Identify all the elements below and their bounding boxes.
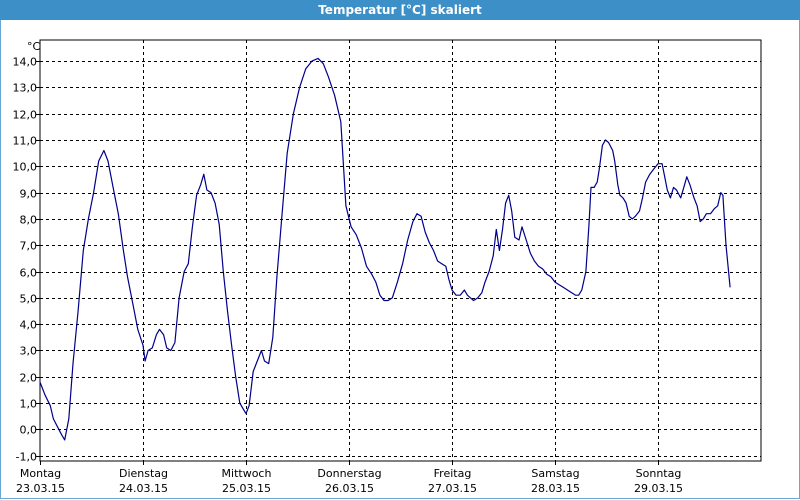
x-day-label: Montag bbox=[20, 467, 61, 480]
y-tick-label: 11,0 bbox=[13, 135, 38, 148]
window-title: Temperatur [°C] skaliert bbox=[0, 0, 800, 20]
y-axis-unit: °C bbox=[27, 40, 41, 53]
y-tick-label: 4,0 bbox=[20, 319, 38, 332]
x-day-label: Mittwoch bbox=[222, 467, 272, 480]
y-tick-label: 8,0 bbox=[20, 214, 38, 227]
y-tick-label: 6,0 bbox=[20, 267, 38, 280]
y-tick-label: 0,0 bbox=[20, 424, 38, 437]
y-tick-label: 1,0 bbox=[20, 398, 38, 411]
x-date-label: 29.03.15 bbox=[634, 482, 683, 495]
x-date-label: 28.03.15 bbox=[531, 482, 580, 495]
x-day-label: Dienstag bbox=[119, 467, 168, 480]
x-day-label: Freitag bbox=[434, 467, 472, 480]
x-day-label: Donnerstag bbox=[317, 467, 381, 480]
x-date-label: 27.03.15 bbox=[428, 482, 477, 495]
y-tick-label: 14,0 bbox=[13, 56, 38, 69]
x-date-label: 26.03.15 bbox=[325, 482, 374, 495]
y-tick-label: 7,0 bbox=[20, 240, 38, 253]
x-date-label: 23.03.15 bbox=[16, 482, 65, 495]
y-tick-label: 2,0 bbox=[20, 372, 38, 385]
x-day-label: Samstag bbox=[531, 467, 579, 480]
plot-frame bbox=[39, 39, 762, 462]
y-tick-label: -1,0 bbox=[16, 451, 37, 464]
y-tick-label: 9,0 bbox=[20, 188, 38, 201]
chart-area: 14,0 13,0 12,0 11,0 10,0 9,0 8,0 7,0 6,0 5,0 4,0 3,… bbox=[0, 20, 800, 499]
y-tick-label: 3,0 bbox=[20, 345, 38, 358]
temperature-line-chart: 14,0 13,0 12,0 11,0 10,0 9,0 8,0 7,0 6,0 5,0 4,0 3,… bbox=[13, 39, 762, 495]
window-title-text: Temperatur [°C] skaliert bbox=[318, 3, 482, 17]
y-tick-label: 13,0 bbox=[13, 82, 38, 95]
y-tick-label: 5,0 bbox=[20, 293, 38, 306]
x-date-label: 24.03.15 bbox=[119, 482, 168, 495]
y-tick-label: 10,0 bbox=[13, 161, 38, 174]
y-tick-label: 12,0 bbox=[13, 109, 38, 122]
x-date-label: 25.03.15 bbox=[222, 482, 271, 495]
series-line-temperature bbox=[39, 57, 731, 441]
x-day-label: Sonntag bbox=[636, 467, 682, 480]
